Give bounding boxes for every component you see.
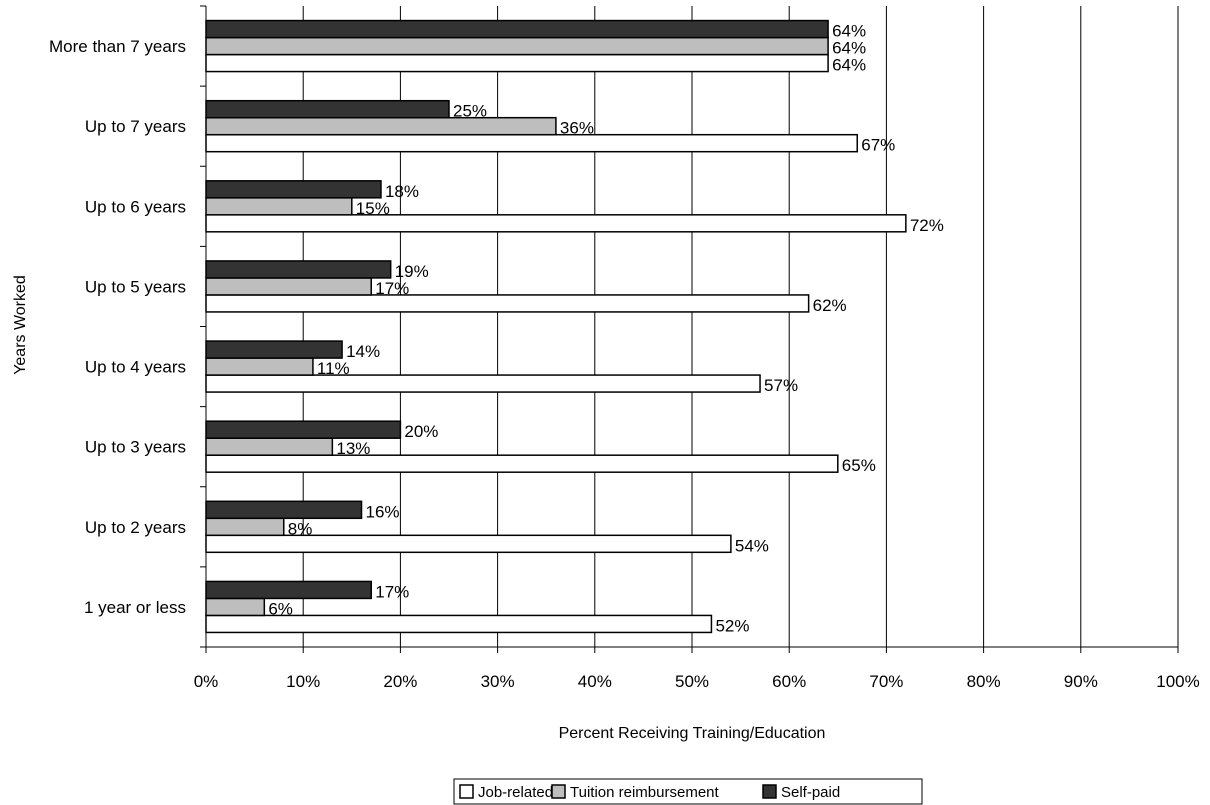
category-label: 1 year or less	[84, 598, 186, 617]
data-label: 64%	[832, 56, 866, 75]
data-label: 20%	[404, 422, 438, 441]
data-label: 16%	[366, 502, 400, 521]
x-tick-label: 100%	[1156, 672, 1199, 691]
category-label: More than 7 years	[49, 37, 186, 56]
x-tick-label: 60%	[772, 672, 806, 691]
x-tick-label: 80%	[967, 672, 1001, 691]
bar	[205, 277, 372, 296]
bar	[205, 197, 353, 216]
bar	[205, 437, 334, 456]
category-label: Up to 6 years	[85, 197, 186, 216]
bar	[205, 19, 829, 39]
bar	[205, 36, 829, 56]
bar	[205, 260, 392, 279]
data-label: 18%	[385, 182, 419, 201]
data-label: 14%	[346, 342, 380, 361]
data-label: 64%	[832, 39, 866, 58]
category-label: Up to 4 years	[85, 358, 186, 377]
bar	[205, 534, 732, 554]
data-label: 17%	[375, 582, 409, 601]
category-label: Up to 5 years	[85, 277, 186, 296]
x-tick-label: 70%	[869, 672, 903, 691]
bar	[205, 357, 314, 376]
labels: 0% 10% 20% 30% 40% 50% 60% 70% 80% 90% 100% 1 year …	[49, 22, 1200, 691]
bar	[205, 500, 363, 520]
data-label: 72%	[910, 216, 944, 235]
x-tick-label: 0%	[194, 672, 219, 691]
legend-swatch	[459, 784, 474, 799]
bar	[205, 454, 839, 473]
category-label: Up to 7 years	[85, 117, 186, 136]
x-tick-label: 20%	[383, 672, 417, 691]
data-label: 13%	[336, 439, 370, 458]
bar	[205, 116, 557, 136]
bar	[205, 53, 829, 73]
data-label: 67%	[861, 136, 895, 155]
data-label: 36%	[560, 119, 594, 138]
data-label: 64%	[832, 22, 866, 41]
x-axis-title: Percent Receiving Training/Education	[559, 725, 826, 742]
bar	[205, 133, 858, 153]
legend-swatch	[551, 784, 566, 799]
data-label: 6%	[268, 599, 293, 618]
y-axis-title: Years Worked	[12, 275, 29, 375]
category-label: Up to 3 years	[85, 438, 186, 457]
bar	[205, 420, 402, 439]
data-label: 62%	[813, 296, 847, 315]
bar	[205, 374, 761, 393]
data-label: 52%	[715, 616, 749, 635]
bar	[205, 180, 382, 199]
bar	[205, 597, 266, 617]
category-label: Up to 2 years	[85, 518, 186, 537]
legend-label: Tuition reimbursement	[570, 784, 719, 801]
data-label: 19%	[395, 262, 429, 281]
data-label: 11%	[317, 359, 350, 378]
legend-label: Job-related	[478, 784, 553, 801]
data-label: 65%	[842, 456, 876, 475]
data-label: 15%	[356, 199, 390, 218]
legend: Job-related Tuition reimbursement Self-pai…	[453, 778, 923, 805]
bar	[205, 517, 285, 537]
x-tick-label: 30%	[481, 672, 515, 691]
data-label: 54%	[735, 536, 769, 555]
x-tick-label: 10%	[286, 672, 320, 691]
data-label: 8%	[288, 519, 313, 538]
x-tick-label: 40%	[578, 672, 612, 691]
x-tick-label: 50%	[675, 672, 709, 691]
legend-swatch	[762, 784, 777, 799]
axes	[200, 5, 1179, 653]
bar	[205, 99, 450, 119]
x-tick-label: 90%	[1064, 672, 1098, 691]
bar	[205, 214, 907, 233]
legend-label: Self-paid	[781, 784, 840, 801]
bar	[205, 580, 372, 600]
bars	[205, 19, 907, 634]
data-label: 57%	[764, 376, 798, 395]
data-label: 25%	[453, 102, 487, 121]
bar	[205, 340, 343, 359]
legend-box	[453, 778, 923, 805]
bar	[205, 294, 810, 313]
data-label: 17%	[375, 279, 409, 298]
